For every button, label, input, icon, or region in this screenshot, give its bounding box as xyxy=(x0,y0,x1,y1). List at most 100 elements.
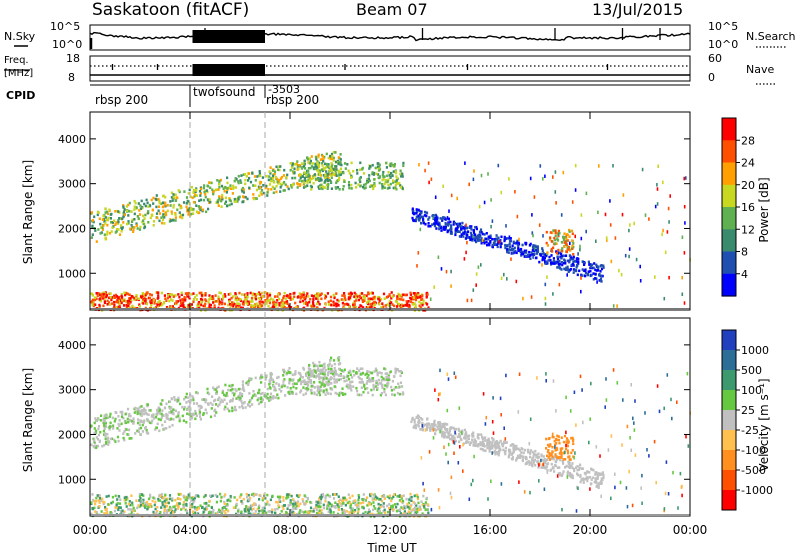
data-cell xyxy=(309,506,313,510)
data-cell xyxy=(107,301,111,304)
data-cell xyxy=(418,508,421,512)
data-cell xyxy=(233,197,236,201)
data-cell xyxy=(497,241,500,244)
data-cell xyxy=(387,171,390,174)
data-cell xyxy=(142,421,145,424)
data-cell xyxy=(273,187,276,190)
data-cell xyxy=(328,169,331,172)
data-cell xyxy=(247,512,250,515)
data-cell xyxy=(312,294,315,298)
data-cell xyxy=(567,270,570,273)
data-cell xyxy=(369,379,372,382)
data-cell xyxy=(226,394,229,398)
data-cell xyxy=(149,493,152,497)
data-cell xyxy=(249,291,252,295)
data-cell xyxy=(362,390,365,394)
data-cell xyxy=(219,401,222,404)
data-cell xyxy=(306,497,309,501)
data-cell xyxy=(231,388,234,391)
data-cell xyxy=(363,183,366,187)
data-cell xyxy=(246,495,249,499)
data-cell xyxy=(199,404,202,408)
data-cell xyxy=(181,216,184,220)
sparse-cell xyxy=(530,295,533,299)
data-cell xyxy=(474,236,477,239)
data-cell xyxy=(418,505,421,509)
data-cell xyxy=(276,295,279,298)
data-cell xyxy=(324,303,328,306)
data-cell xyxy=(197,512,200,515)
data-cell xyxy=(208,294,211,297)
data-cell xyxy=(174,199,178,202)
data-cell xyxy=(212,386,215,390)
data-cell xyxy=(517,447,520,451)
data-cell xyxy=(118,304,121,308)
sparse-cell xyxy=(472,288,475,292)
data-cell xyxy=(334,391,337,395)
data-cell xyxy=(141,301,144,304)
data-cell xyxy=(587,270,590,273)
data-cell xyxy=(327,392,330,395)
data-cell xyxy=(545,465,548,469)
data-cell xyxy=(352,169,355,173)
data-cell xyxy=(132,417,135,420)
data-cell xyxy=(90,443,93,447)
data-cell xyxy=(420,500,423,503)
data-cell xyxy=(146,431,149,435)
data-cell xyxy=(241,200,244,204)
data-cell xyxy=(317,176,320,180)
data-cell xyxy=(146,507,149,511)
data-cell xyxy=(156,510,159,513)
data-cell xyxy=(492,438,495,441)
data-cell xyxy=(221,193,224,197)
data-cell xyxy=(516,243,519,247)
data-cell xyxy=(446,423,449,426)
data-cell xyxy=(384,367,387,371)
data-cell xyxy=(377,378,380,382)
data-cell xyxy=(232,506,235,509)
data-cell xyxy=(495,237,498,240)
data-cell xyxy=(158,212,162,215)
data-cell xyxy=(416,414,419,417)
data-cell xyxy=(217,298,220,301)
data-cell xyxy=(144,409,147,412)
data-cell xyxy=(402,494,405,497)
data-cell xyxy=(224,200,228,204)
data-cell xyxy=(270,188,273,191)
data-cell xyxy=(170,293,174,296)
data-cell xyxy=(329,157,332,161)
data-cell xyxy=(325,170,328,173)
data-cell xyxy=(426,425,429,429)
data-cell xyxy=(300,179,304,183)
sparse-cell xyxy=(574,163,577,168)
data-cell xyxy=(118,424,121,427)
data-cell xyxy=(365,372,368,375)
data-cell xyxy=(268,175,271,178)
data-cell xyxy=(142,294,145,298)
sparse-cell xyxy=(487,172,489,176)
data-cell xyxy=(206,387,209,391)
data-cell xyxy=(133,411,136,414)
data-cell xyxy=(480,241,483,245)
data-cell xyxy=(374,367,377,371)
cpid-entry-rbsp-2: rbsp 200 xyxy=(266,93,319,107)
data-cell xyxy=(321,494,325,498)
data-cell xyxy=(563,232,566,235)
data-cell xyxy=(340,163,343,167)
data-cell xyxy=(124,502,127,505)
data-cell xyxy=(268,299,272,302)
data-cell xyxy=(404,293,407,297)
data-cell xyxy=(387,374,390,377)
data-cell xyxy=(339,498,342,502)
data-cell xyxy=(315,374,318,377)
data-cell xyxy=(96,494,99,497)
data-cell xyxy=(161,303,164,306)
data-cell xyxy=(287,369,290,373)
data-cell xyxy=(103,433,106,436)
sparse-cell xyxy=(606,238,608,242)
data-cell xyxy=(329,165,332,169)
data-cell xyxy=(397,386,400,389)
data-cell xyxy=(552,457,555,461)
data-cell xyxy=(201,398,204,401)
data-cell xyxy=(392,508,395,511)
